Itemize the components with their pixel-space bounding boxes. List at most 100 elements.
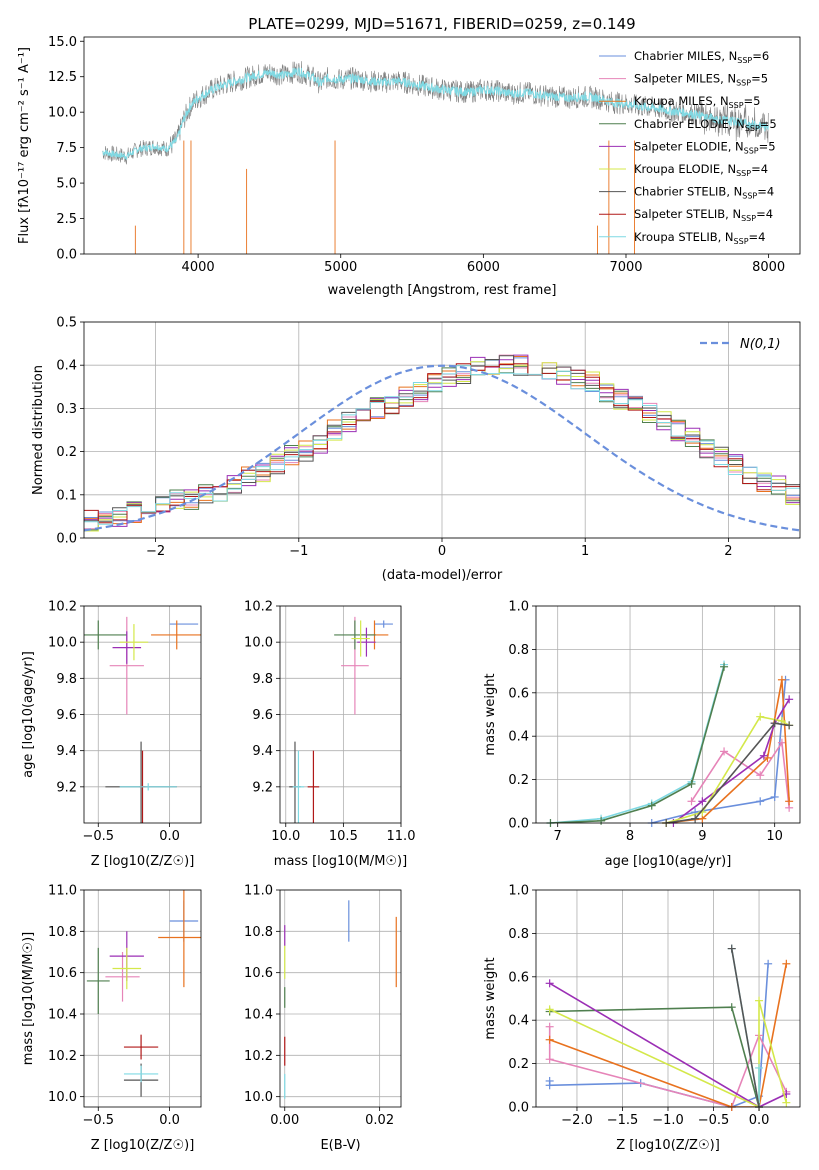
histogram-step: [84, 365, 800, 525]
legend-label: Salpeter ELODIE, NSSP=5: [634, 139, 776, 155]
y-tick-label: 0.2: [508, 773, 529, 788]
axes-weight_vs_Z: −2.0 −1.5 −1.0 −0.5 0.0 0.0 0.2 0.4 0.6 0.8 1.0 Z […: [483, 884, 801, 1153]
axes-mass_vs_EBV: 0.00 0.02 10.0 10.2 10.4 10.6 10.8 11.0 E(B-V): [244, 884, 402, 1153]
axes-frame: [279, 889, 402, 1108]
x-tick-label: −0.5: [82, 829, 114, 844]
axes-spectrum: 4000 5000 6000 7000 8000 0.0 2.5 5.0 7.5 10.0 12.5…: [17, 35, 801, 298]
x-axis-label: age [log10(age/yr)]: [605, 854, 732, 869]
x-tick-label: −2.0: [561, 1113, 593, 1128]
y-tick-label: 0.3: [56, 402, 77, 417]
y-tick-label: 9.8: [56, 672, 77, 687]
weight-line: [549, 963, 788, 1107]
y-axis-label: Normed distribution: [31, 365, 46, 495]
axes-age_vs_Z: −0.5 0.0 9.2 9.4 9.6 9.8 10.0 10.2 Z [log10(Z/Z☉…: [21, 600, 202, 869]
x-tick-label: 0.02: [365, 1113, 394, 1128]
y-tick-label: 10.0: [48, 106, 77, 121]
y-tick-label: 0.4: [508, 1014, 529, 1029]
chart-title: PLATE=0299, MJD=51671, FIBERID=0259, z=0…: [248, 15, 635, 33]
x-axis-label: Z [log10(Z/Z☉)]: [91, 1138, 195, 1153]
y-tick-label: 10.0: [244, 1090, 273, 1105]
y-tick-label: 0.5: [56, 316, 77, 331]
x-tick-label: 1: [581, 544, 589, 559]
x-tick-label: 10: [766, 829, 783, 844]
axes-frame: [83, 889, 202, 1108]
y-tick-label: 10.8: [48, 925, 77, 940]
y-tick-label: 0.6: [508, 970, 529, 985]
weight-line: [550, 666, 725, 823]
legend-label: Salpeter STELIB, NSSP=4: [634, 207, 773, 223]
x-tick-label: 7: [554, 829, 562, 844]
y-tick-label: 0.1: [56, 488, 77, 503]
weight-line: [672, 698, 790, 823]
y-tick-label: 11.0: [48, 884, 77, 899]
x-axis-label: Z [log10(Z/Z☉)]: [616, 1138, 720, 1153]
x-tick-label: 8: [626, 829, 634, 844]
x-axis-label: E(B-V): [320, 1138, 360, 1153]
y-tick-label: 1.0: [508, 600, 529, 615]
y-axis-label: mass weight: [483, 957, 498, 1039]
x-tick-label: −2: [146, 544, 165, 559]
axes-residuals: −2 −1 0 1 2 0.0 0.1 0.2 0.3 0.4 0.5 (data-model)/er…: [31, 316, 801, 583]
x-tick-label: 10.5: [329, 829, 358, 844]
y-tick-label: 1.0: [508, 884, 529, 899]
axes-frame: [535, 605, 801, 824]
y-tick-label: 0.0: [508, 817, 529, 832]
axes-frame: [83, 321, 801, 539]
x-tick-label: 8000: [752, 260, 785, 275]
x-tick-label: 10.0: [271, 829, 300, 844]
x-tick-label: 6000: [467, 260, 500, 275]
y-tick-label: 9.4: [252, 744, 273, 759]
x-tick-label: −0.5: [698, 1113, 730, 1128]
y-tick-label: 10.2: [48, 1049, 77, 1064]
x-tick-label: 4000: [182, 260, 215, 275]
histogram-step: [84, 354, 800, 527]
y-tick-label: 9.4: [56, 744, 77, 759]
x-axis-label: (data-model)/error: [382, 568, 503, 583]
y-tick-label: 10.6: [244, 966, 273, 981]
x-axis-label: Z [log10(Z/Z☉)]: [91, 854, 195, 869]
axes-frame: [535, 889, 801, 1108]
y-tick-label: 10.0: [244, 636, 273, 651]
y-tick-label: 15.0: [48, 35, 77, 50]
y-axis-label: Flux [fλ10⁻¹⁷ erg cm⁻² s⁻¹ A⁻¹]: [17, 47, 32, 244]
axes-frame: [83, 605, 202, 824]
x-tick-label: 0: [438, 544, 446, 559]
x-tick-label: 0.0: [159, 829, 180, 844]
y-tick-label: 9.2: [252, 780, 273, 795]
x-tick-label: 0.00: [270, 1113, 299, 1128]
x-tick-label: 5000: [324, 260, 357, 275]
y-tick-label: 10.6: [48, 966, 77, 981]
y-axis-label: age [log10(age/yr)]: [21, 651, 36, 778]
axes-age_vs_mass: 10.0 10.5 11.0 9.2 9.4 9.6 9.8 10.0 10.2 mass [lo…: [244, 600, 415, 870]
y-tick-label: 0.8: [508, 927, 529, 942]
x-tick-label: −1.0: [652, 1113, 684, 1128]
legend-label: Kroupa STELIB, NSSP=4: [634, 230, 765, 246]
weight-line: [549, 982, 787, 1107]
y-tick-label: 10.0: [48, 1090, 77, 1105]
y-tick-label: 5.0: [56, 177, 77, 192]
axes-mass_vs_Z: −0.5 0.0 10.0 10.2 10.4 10.6 10.8 11.0 Z [log10(…: [21, 884, 202, 1153]
y-tick-label: 10.0: [48, 636, 77, 651]
legend-label: N(0,1): [740, 337, 781, 352]
spectrum-model-line: [102, 66, 769, 161]
weight-line: [548, 963, 769, 1107]
x-tick-label: 11.0: [387, 829, 416, 844]
y-tick-label: 0.8: [508, 643, 529, 658]
axes-weight_vs_age: 7 8 9 10 0.0 0.2 0.4 0.6 0.8 1.0 age [log10(age/yr…: [483, 600, 801, 869]
x-tick-label: 0.0: [749, 1113, 770, 1128]
y-tick-label: 11.0: [244, 884, 273, 899]
axes-frame: [83, 36, 801, 255]
legend-label: Chabrier STELIB, NSSP=4: [634, 185, 774, 201]
histogram-step: [84, 363, 800, 524]
legend-label: Kroupa ELODIE, NSSP=4: [634, 162, 768, 178]
x-tick-label: 7000: [609, 260, 642, 275]
y-tick-label: 10.8: [244, 925, 273, 940]
y-tick-label: 9.8: [252, 672, 273, 687]
y-tick-label: 9.6: [252, 708, 273, 723]
y-tick-label: 10.2: [48, 600, 77, 615]
weight-line: [549, 1000, 788, 1107]
weight-line: [550, 664, 725, 823]
legend: Chabrier MILES, NSSP=6 Salpeter MILES, NS…: [599, 49, 777, 246]
y-tick-label: 12.5: [48, 70, 77, 85]
